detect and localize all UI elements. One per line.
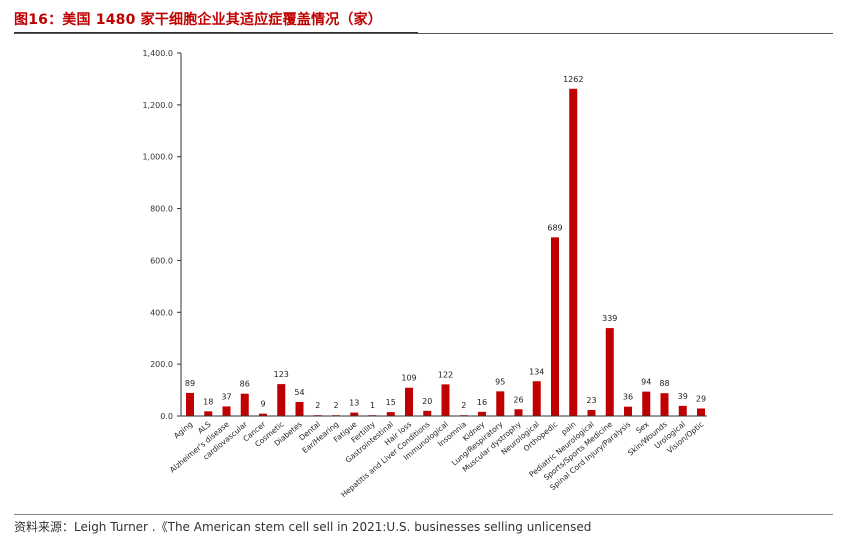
bar-value-label: 16 <box>477 398 487 407</box>
bar <box>569 88 578 416</box>
bar-value-label: 689 <box>547 223 562 232</box>
bar-value-label: 26 <box>513 395 523 404</box>
bar-value-label: 39 <box>678 392 688 401</box>
y-tick-label: 200.0 <box>150 360 173 369</box>
bar <box>678 405 687 416</box>
y-tick-label: 1,400.0 <box>142 49 173 58</box>
bar <box>660 393 669 416</box>
bar-value-label: 109 <box>401 374 416 383</box>
y-tick-label: 0.0 <box>160 412 173 421</box>
bar-value-label: 2 <box>333 401 338 410</box>
bar-value-label: 37 <box>221 392 231 401</box>
bar-value-label: 9 <box>260 400 265 409</box>
bar-value-label: 15 <box>386 398 396 407</box>
bar-value-label: 86 <box>240 380 250 389</box>
y-tick-label: 1,200.0 <box>142 101 173 110</box>
bar <box>186 392 194 416</box>
bar <box>642 391 651 416</box>
bar <box>350 412 359 416</box>
y-axis: 0.0 200.0 400.0 600.0 800.0 1,000.0 1,200.0 1,4… <box>142 49 182 421</box>
bar-value-label: 122 <box>438 370 453 379</box>
y-tick-label: 600.0 <box>150 256 173 265</box>
bar-value-label: 29 <box>696 394 706 403</box>
bar-value-label: 23 <box>586 396 596 405</box>
bar-value-label: 54 <box>294 388 304 397</box>
bar-value-label: 88 <box>659 379 669 388</box>
bar-value-label: 134 <box>529 367 544 376</box>
bar-value-label: 94 <box>641 378 651 387</box>
bar <box>496 391 505 416</box>
bar-value-label: 95 <box>495 377 505 386</box>
bar <box>478 411 486 416</box>
bar-value-label: 123 <box>274 370 289 379</box>
bar-value-label: 89 <box>185 379 195 388</box>
bar <box>532 381 541 416</box>
bar <box>551 237 559 416</box>
x-tick-label: Aging <box>172 419 194 440</box>
bar-chart: 0.0 200.0 400.0 600.0 800.0 1,000.0 1,200.0 1,4… <box>142 49 707 499</box>
bar <box>605 328 614 416</box>
bar <box>277 384 286 416</box>
bar <box>624 406 632 416</box>
bars: 89 18 37 86 9 123 54 2 2 13 1 15 109 20 122 2 16 95 26 134 6… <box>185 75 706 416</box>
bar-value-label: 2 <box>461 401 466 410</box>
bar <box>222 406 231 416</box>
bar <box>386 412 395 416</box>
source-rule <box>14 514 833 515</box>
bar-value-label: 1 <box>370 401 375 410</box>
bar <box>240 393 249 416</box>
bar <box>514 409 523 416</box>
bar <box>295 401 304 416</box>
source-note: 资料来源：Leigh Turner .《The American stem ce… <box>14 520 592 534</box>
bar <box>423 410 432 416</box>
bar-value-label: 20 <box>422 397 432 406</box>
bar <box>587 410 596 416</box>
bar-value-label: 339 <box>602 314 617 323</box>
title-rule <box>14 33 833 34</box>
y-tick-label: 800.0 <box>150 205 173 214</box>
y-tick-label: 1,000.0 <box>142 153 173 162</box>
bar <box>697 408 705 416</box>
bar <box>405 387 413 416</box>
y-tick-label: 400.0 <box>150 308 173 317</box>
figure-title: 图16：美国 1480 家干细胞企业其适应症覆盖情况（家） <box>14 12 382 28</box>
bar-value-label: 1262 <box>563 75 583 84</box>
bar-value-label: 36 <box>623 393 633 402</box>
bar-value-label: 18 <box>203 397 213 406</box>
bar-value-label: 13 <box>349 399 359 408</box>
bar <box>204 411 213 416</box>
bar <box>259 413 267 416</box>
bar-value-label: 2 <box>315 401 320 410</box>
bar <box>441 384 450 416</box>
